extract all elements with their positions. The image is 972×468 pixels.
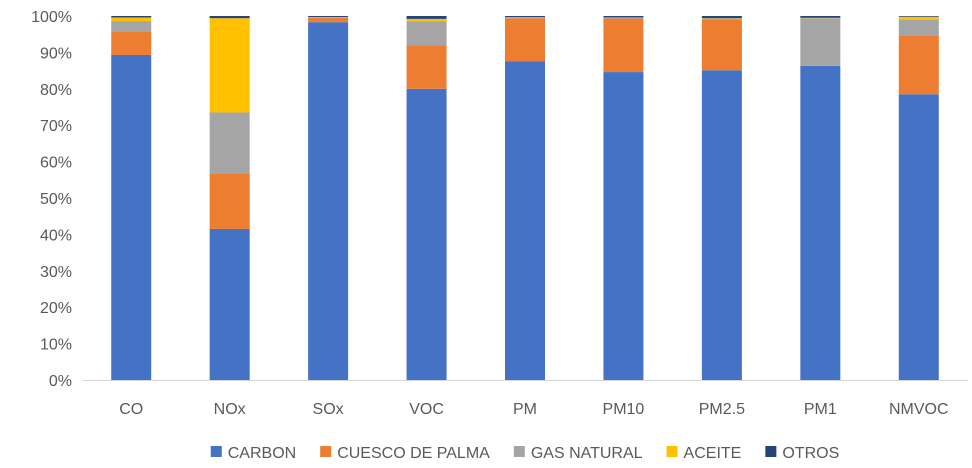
legend-item-aceite: ACEITE [666,445,742,462]
y-tick-label: 0% [49,373,72,390]
x-tick-label-co: CO [119,401,143,418]
bar-segment-nmvoc-cuesco-de-palma [898,35,939,95]
bar-segment-nmvoc-carbon [898,94,939,380]
bar-segment-pm-cuesco-de-palma [505,18,545,62]
y-tick-label: 30% [40,264,72,281]
bar-segment-nox-otros [209,16,250,19]
bar-segment-pm2-5-otros [701,16,742,19]
bar-segment-sox-carbon [308,22,349,380]
legend-label: ACEITE [684,445,742,462]
bar-segment-co-aceite [111,17,152,22]
legend-label: GAS NATURAL [531,445,643,462]
legend-item-gas-natural: GAS NATURAL [513,445,643,462]
x-tick-label-sox: SOx [313,401,344,418]
legend-label: CARBON [228,445,296,462]
bar-segment-voc-otros [406,16,447,19]
y-tick-label: 60% [40,155,72,172]
legend-item-carbon: CARBON [210,445,296,462]
bar-segment-sox-otros [308,16,349,18]
bar-segment-pm10-otros [603,16,644,18]
y-tick-label: 20% [40,300,72,317]
bars-layer [111,16,939,381]
y-tick-label: 100% [31,9,72,26]
bar-segment-voc-carbon [406,88,447,381]
legend-swatch [513,446,525,457]
bar-segment-pm2-5-carbon [701,70,742,381]
legend-swatch [320,446,332,457]
legend-swatch [765,446,777,457]
legend-swatch [210,446,222,457]
bar-segment-voc-gas-natural [406,21,447,46]
x-tick-label-pm1: PM1 [804,401,837,418]
bar-segment-pm10-cuesco-de-palma [603,18,644,73]
bar-segment-voc-cuesco-de-palma [406,45,447,89]
bar-segment-voc-aceite [406,18,447,22]
bar-segment-pm1-gas-natural [800,18,841,66]
x-tick-label-nox: NOx [214,401,246,418]
y-tick-label: 40% [40,227,72,244]
bar-segment-nmvoc-aceite [898,16,939,21]
x-tick-label-nmvoc: NMVOC [889,401,949,418]
legend-item-cuesco-de-palma: CUESCO DE PALMA [320,445,490,462]
x-tick-label-voc: VOC [409,401,444,418]
y-tick-label: 10% [40,337,72,354]
bar-segment-co-otros [111,16,152,18]
legend-label: OTROS [782,445,839,462]
bar-segment-nmvoc-otros [898,16,939,17]
bar-segment-nox-aceite [209,18,250,113]
y-tick-label: 90% [40,45,72,62]
legend-swatch [666,446,678,457]
bar-segment-co-gas-natural [111,21,152,32]
y-tick-label: 50% [40,191,72,208]
bar-segment-pm2-5-cuesco-de-palma [701,19,742,71]
bar-segment-pm2-5-gas-natural [701,18,742,20]
x-tick-label-pm10: PM10 [603,401,645,418]
legend-item-otros: OTROS [765,445,839,462]
bar-segment-pm10-gas-natural [603,17,644,19]
bar-segment-pm1-otros [800,16,841,18]
x-tick-label-pm: PM [513,401,537,418]
bar-segment-co-carbon [111,54,152,380]
bar-segment-nox-gas-natural [209,112,250,174]
y-axis-tick-labels: 0% 10% 20% 30% 40% 50% 60% 70% 80% 90% 100% [31,9,72,390]
bar-segment-nox-cuesco-de-palma [209,173,250,229]
bar-segment-pm-carbon [505,61,545,380]
bar-segment-pm1-carbon [800,65,841,381]
x-tick-label-pm2-5: PM2.5 [699,401,745,418]
bar-segment-nmvoc-gas-natural [898,20,939,36]
bar-segment-sox-cuesco-de-palma [308,17,349,23]
bar-segment-co-cuesco-de-palma [111,31,152,55]
bar-segment-nox-carbon [209,228,250,380]
bar-segment-pm-gas-natural [505,17,545,19]
legend-label: CUESCO DE PALMA [337,445,490,462]
bar-segment-pm10-carbon [603,72,644,380]
y-tick-label: 70% [40,118,72,135]
legend: CARBON CUESCO DE PALMA GAS NATURAL ACEITE OT… [210,445,839,462]
bar-segment-pm-otros [505,16,545,18]
x-axis-tick-labels: CO NOx SOx VOC PM PM10 PM2.5 PM1 NMVOC [119,401,948,418]
y-tick-label: 80% [40,82,72,99]
